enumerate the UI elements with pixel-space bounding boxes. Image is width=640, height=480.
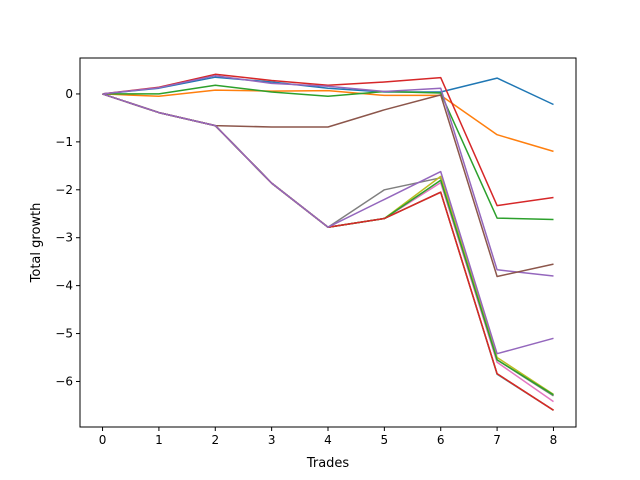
x-tick-label: 5 bbox=[381, 433, 389, 447]
y-tick-label: −5 bbox=[55, 327, 73, 341]
series-line bbox=[102, 74, 554, 277]
y-tick-label: −6 bbox=[55, 374, 73, 388]
x-axis-ticks: 0 1 2 3 4 5 6 7 8 bbox=[99, 427, 558, 447]
series-line bbox=[102, 73, 554, 207]
y-axis-label: Total growth bbox=[29, 203, 44, 284]
x-tick-label: 3 bbox=[268, 433, 276, 447]
x-tick-label: 1 bbox=[155, 433, 163, 447]
x-tick-label: 0 bbox=[99, 433, 107, 447]
series-line bbox=[102, 89, 554, 153]
y-tick-label: −4 bbox=[55, 279, 73, 293]
y-tick-label: 0 bbox=[65, 87, 73, 101]
y-axis-ticks: 0 −1 −2 −3 −4 −5 −6 bbox=[55, 87, 80, 388]
x-tick-label: 6 bbox=[437, 433, 445, 447]
series-line bbox=[102, 76, 554, 106]
series-layer bbox=[102, 73, 554, 411]
series-line bbox=[102, 84, 554, 221]
x-tick-label: 7 bbox=[493, 433, 501, 447]
y-tick-label: −2 bbox=[55, 183, 73, 197]
x-axis-label: Trades bbox=[306, 456, 350, 471]
y-tick-label: −3 bbox=[55, 231, 73, 245]
series-line bbox=[102, 93, 554, 355]
x-tick-label: 2 bbox=[211, 433, 219, 447]
y-tick-label: −1 bbox=[55, 135, 73, 149]
x-tick-label: 4 bbox=[324, 433, 332, 447]
x-tick-label: 8 bbox=[550, 433, 558, 447]
